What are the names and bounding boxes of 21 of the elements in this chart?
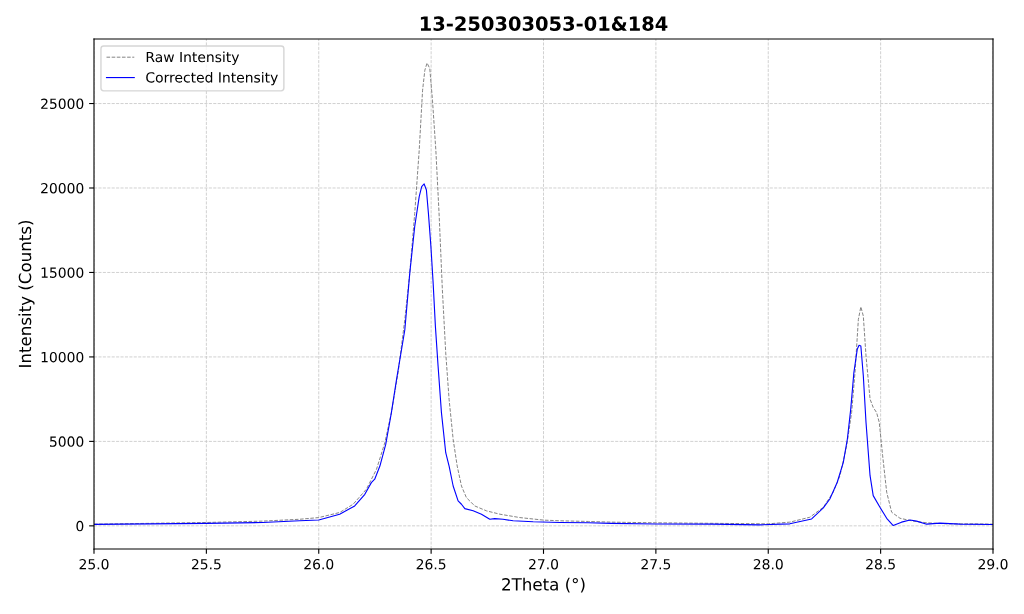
x-tick-label: 26.0 bbox=[304, 558, 334, 570]
x-axis-title: 2Theta (°) bbox=[502, 577, 585, 593]
x-tick-label: 29.0 bbox=[978, 558, 1008, 570]
x-tick-label: 25.0 bbox=[79, 558, 109, 570]
y-tick-label: 5000 bbox=[50, 436, 84, 447]
x-tick-label: 27.5 bbox=[641, 558, 671, 570]
x-tick-label: 25.5 bbox=[191, 558, 221, 570]
y-tick-label: 0 bbox=[76, 520, 84, 532]
x-tick-label: 27.0 bbox=[529, 558, 559, 570]
y-axis-title: Intensity (Counts) bbox=[18, 220, 35, 367]
y-tick-label: 20000 bbox=[41, 182, 84, 194]
legend-label: Corrected Intensity bbox=[146, 71, 278, 86]
y-tick-label: 25000 bbox=[41, 98, 84, 110]
chart-title: 13-250303053-01&184 bbox=[420, 16, 668, 31]
x-tick-label: 28.0 bbox=[753, 558, 783, 570]
y-tick-label: 15000 bbox=[41, 267, 84, 278]
legend-label: Raw Intensity bbox=[146, 51, 240, 65]
line-series bbox=[94, 183, 993, 527]
x-tick-label: 26.5 bbox=[416, 558, 446, 570]
x-tick-label: 28.5 bbox=[866, 558, 895, 570]
y-tick-label: 10000 bbox=[41, 351, 84, 363]
